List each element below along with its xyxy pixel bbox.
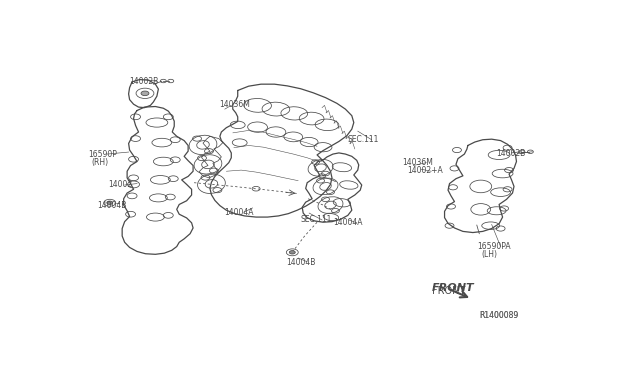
Text: 16590P: 16590P: [88, 150, 117, 158]
Text: R1400089: R1400089: [479, 311, 518, 320]
Circle shape: [107, 201, 113, 205]
Text: 14004A: 14004A: [333, 218, 362, 227]
Text: SEC.111: SEC.111: [348, 135, 380, 144]
Text: FRONT: FRONT: [432, 286, 465, 296]
Text: 14036M: 14036M: [403, 158, 433, 167]
Text: R1400089: R1400089: [479, 311, 518, 320]
Text: 16590PA: 16590PA: [477, 242, 511, 251]
Text: 14036M: 14036M: [219, 100, 250, 109]
Text: (LH): (LH): [482, 250, 498, 259]
Text: 14002B: 14002B: [129, 77, 159, 86]
Circle shape: [289, 251, 295, 254]
Text: (RH): (RH): [91, 158, 108, 167]
Circle shape: [141, 91, 149, 96]
Text: FRONT: FRONT: [432, 283, 475, 292]
Text: 14004B: 14004B: [286, 258, 316, 267]
Text: 14004B: 14004B: [97, 201, 126, 209]
Text: SEC.111: SEC.111: [301, 215, 332, 224]
Text: 14002: 14002: [108, 180, 132, 189]
Text: 14002B: 14002B: [497, 149, 526, 158]
Text: 14004A: 14004A: [224, 208, 253, 217]
Text: 14002+A: 14002+A: [408, 166, 443, 175]
